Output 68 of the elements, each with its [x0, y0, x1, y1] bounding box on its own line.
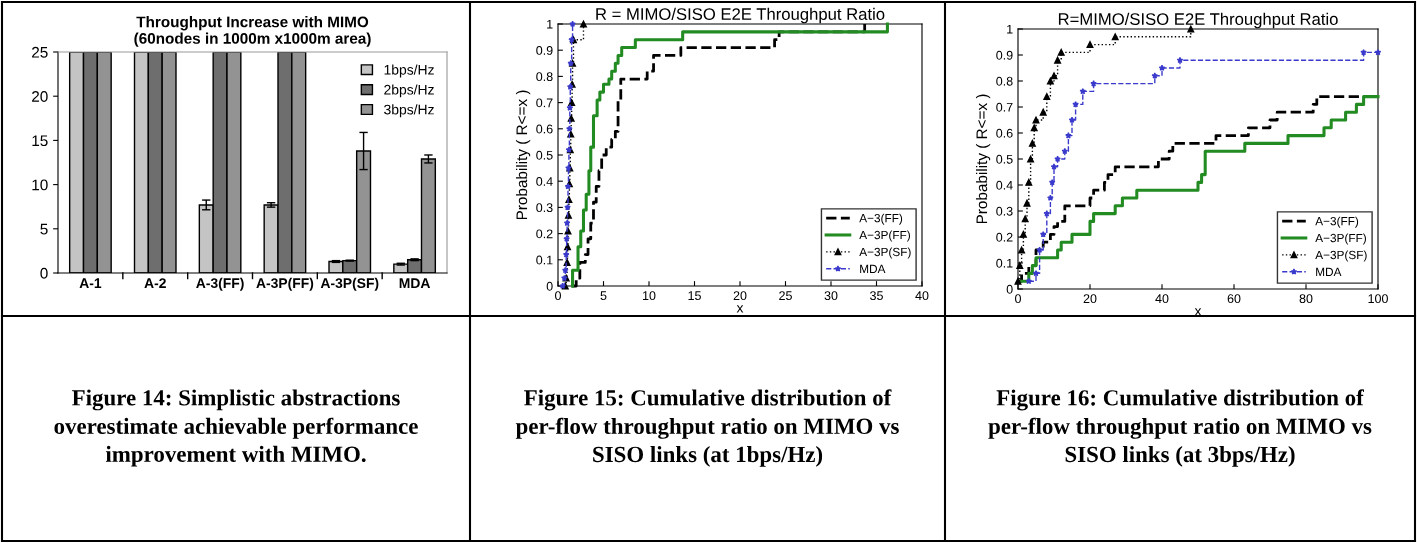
- y-tick-label: 0.1: [536, 255, 553, 265]
- y-axis-title: Probability ( R<=x ): [515, 90, 531, 220]
- x-tick-label: 5: [600, 291, 607, 301]
- y-tick-label: 10: [32, 179, 48, 191]
- x-tick-label: MDA: [399, 278, 431, 288]
- x-tick-label: 35: [870, 291, 883, 301]
- caption: Figure 15: Cumulative distribution of per-flow throughput ratio on MIMO vs SISO links (at 1bps/Hz): [515, 389, 899, 467]
- x-tick-label: 100: [1368, 294, 1388, 304]
- x-tick-label: 40: [915, 291, 929, 301]
- y-tick-label: 0.7: [536, 98, 553, 108]
- y-tick-label: 0.3: [536, 203, 553, 213]
- y-tick-label: 1: [1007, 24, 1013, 34]
- x-tick-label: 10: [643, 291, 656, 301]
- x-tick-label: A-2: [144, 278, 166, 288]
- legend-label: A−3P(SF): [859, 247, 911, 259]
- y-tick-label: 5: [40, 223, 48, 235]
- y-tick-label: 0: [40, 267, 48, 279]
- y-tick-label: 25: [32, 46, 48, 58]
- x-tick-label: 15: [688, 291, 701, 301]
- x-tick-label: 20: [733, 291, 747, 301]
- y-tick-label: 0.5: [996, 154, 1013, 164]
- chart-title: R=MIMO/SISO E2E Throughput Ratio: [1058, 12, 1338, 29]
- x-tick-label: 0: [1015, 294, 1021, 304]
- x-tick-label: 30: [824, 291, 838, 301]
- legend-label: 3bps/Hz: [384, 104, 434, 118]
- chart-title: Throughput Increase with MIMO: [136, 16, 369, 31]
- y-tick-label: 0.7: [996, 102, 1013, 112]
- y-tick-label: 0.5: [536, 150, 553, 160]
- legend-label: 1bps/Hz: [384, 64, 434, 78]
- legend-label: A−3(FF): [859, 213, 903, 225]
- legend-label: A−3P(FF): [859, 230, 910, 242]
- y-tick-label: 20: [32, 91, 48, 102]
- y-tick-label: 0.9: [996, 50, 1013, 60]
- y-tick-label: 15: [32, 135, 48, 147]
- y-tick-label: 0.9: [536, 46, 553, 55]
- y-axis-title: Probability ( R<=x ): [975, 94, 991, 224]
- legend-label: A−3(FF): [1315, 216, 1359, 228]
- x-tick-label: 60: [1227, 294, 1241, 304]
- legend-label: MDA: [860, 264, 886, 273]
- y-tick-label: 0.1: [996, 258, 1013, 268]
- y-tick-label: 0.3: [996, 206, 1013, 216]
- y-tick-label: 0.4: [536, 177, 553, 186]
- chart-title: R = MIMO/SISO E2E Throughput Ratio: [596, 7, 885, 24]
- chart-subtitle: (60nodes in 1000m x1000m area): [134, 32, 371, 47]
- legend-label: A−3P(FF): [1315, 233, 1366, 245]
- legend-label: A−3P(SF): [1315, 250, 1367, 262]
- x-tick-label: A-3P(SF): [320, 277, 379, 291]
- y-tick-label: 0.4: [996, 180, 1013, 190]
- y-tick-label: 0.8: [996, 76, 1013, 86]
- caption: Figure 14: Simplistic abstractions overestimate achievable performance improvement with MIMO.: [54, 389, 418, 467]
- y-tick-label: 0.6: [536, 124, 553, 134]
- x-tick-label: A-3(FF): [196, 277, 244, 291]
- x-tick-label: 20: [1083, 294, 1097, 304]
- x-tick-label: 40: [1155, 294, 1169, 304]
- y-tick-label: 0.8: [536, 72, 553, 82]
- y-tick-label: 0.2: [996, 232, 1013, 242]
- legend-label: 2bps/Hz: [384, 84, 434, 98]
- x-tick-label: A-3P(FF): [256, 277, 314, 291]
- y-tick-label: 1: [547, 19, 553, 29]
- x-tick-label: A-1: [79, 278, 102, 288]
- x-tick-label: 25: [779, 291, 792, 301]
- x-tick-label: 0: [555, 291, 561, 301]
- x-axis-title: x: [736, 305, 744, 313]
- y-tick-label: 0.6: [996, 128, 1013, 138]
- x-tick-label: 80: [1299, 294, 1313, 304]
- caption: Figure 16: Cumulative distribution of per-flow throughput ratio on MIMO vs SISO links (at 3bps/Hz): [988, 389, 1372, 467]
- y-tick-label: 0.2: [536, 229, 553, 239]
- legend-label: MDA: [1316, 267, 1342, 276]
